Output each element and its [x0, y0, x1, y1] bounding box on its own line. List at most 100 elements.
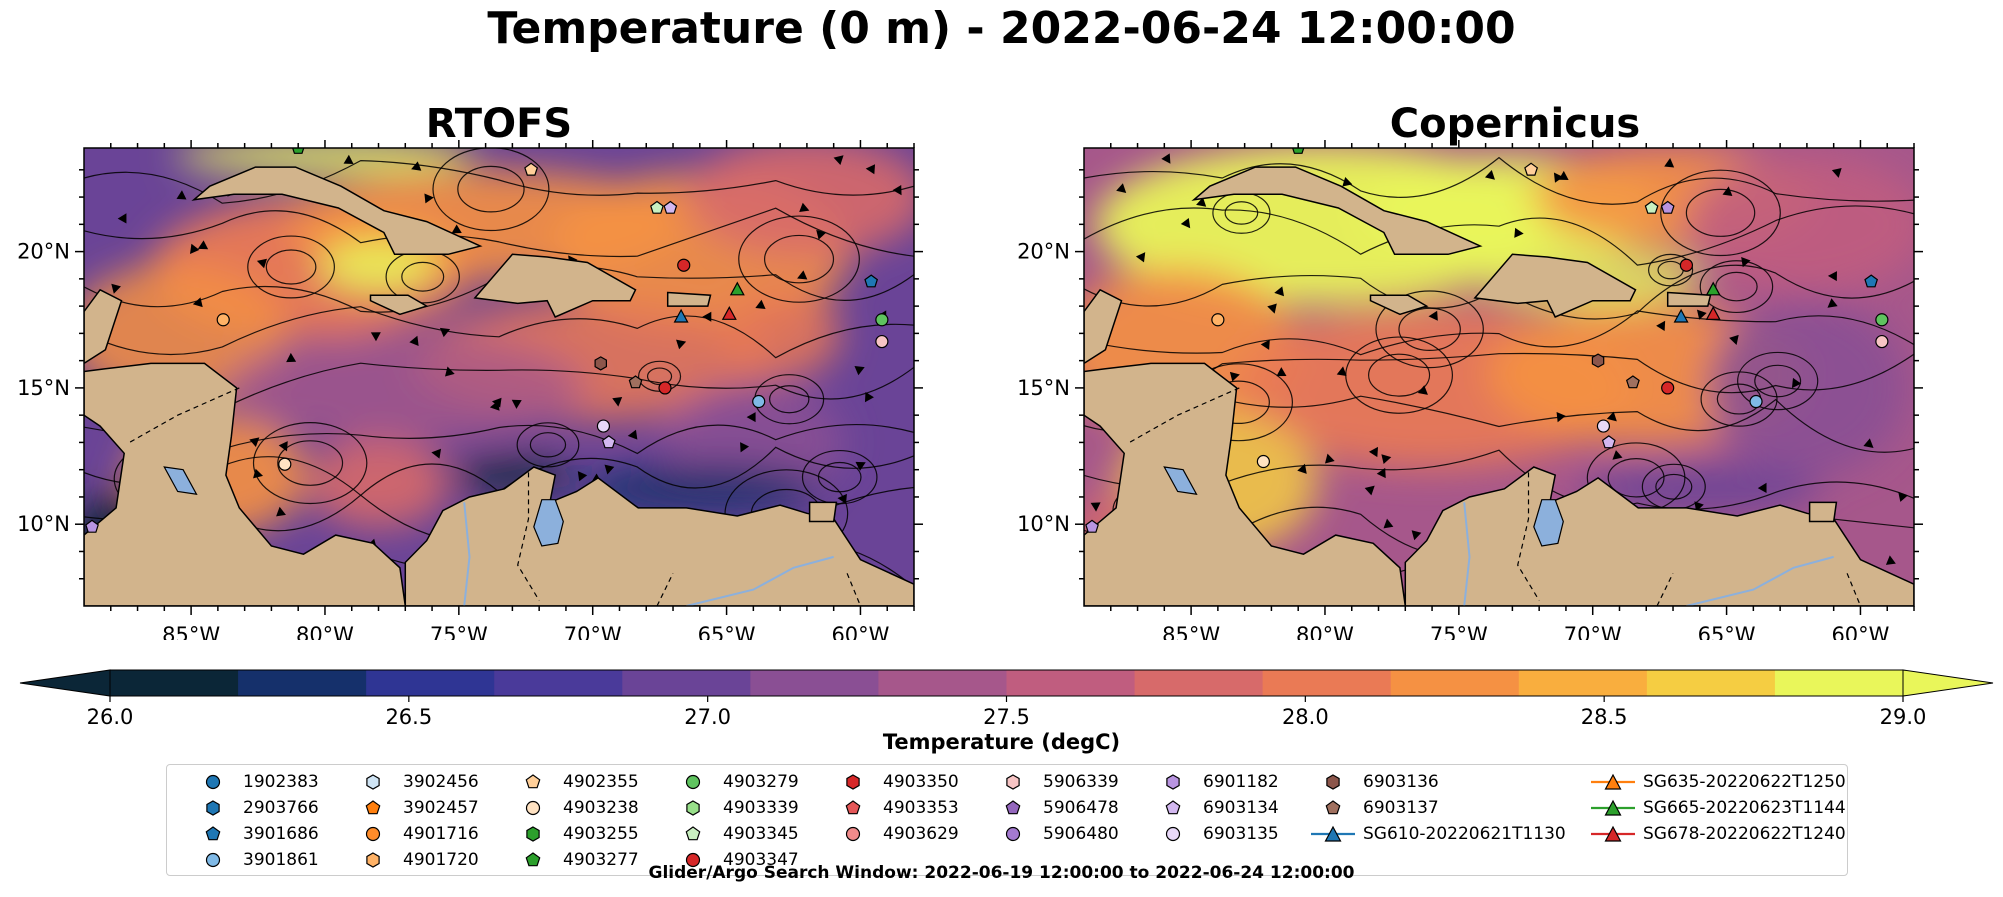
platform-marker [278, 457, 292, 471]
legend-label: 4901716 [403, 824, 479, 844]
legend-label: 3902457 [403, 798, 479, 818]
legend-marker [1166, 774, 1180, 790]
platform-marker [1749, 394, 1763, 409]
lat-tick-label: 10°N [17, 512, 70, 536]
legend-marker [1165, 826, 1181, 842]
land-trinidad [1808, 501, 1838, 523]
legend-marker [686, 800, 700, 816]
legend-label: SG665-20220623T1144 [1643, 798, 1846, 818]
lon-tick-label: 85°W [162, 623, 220, 640]
land-yucatan [84, 288, 123, 365]
figure-title: Temperature (0 m) - 2022-06-24 12:00:00 [487, 3, 1516, 54]
platform-marker [601, 435, 616, 449]
platform-marker [628, 375, 643, 389]
map-copernicus[interactable]: 85°W 80°W 75°W 70°W 65°W 60°W 20°N 15°N 10°N [1000, 140, 2003, 640]
legend-marker [845, 826, 861, 842]
axis-ticks [75, 140, 923, 615]
platform-marker [1625, 375, 1640, 389]
colorbar-segment [1646, 670, 1776, 696]
legend-label: 4903279 [723, 772, 799, 792]
colorbar-extend-low [19, 669, 111, 697]
colorbar-segment [494, 670, 623, 696]
legend-marker [365, 826, 381, 842]
legend-label: 4903238 [563, 798, 639, 818]
colorbar-segment [1774, 670, 1904, 696]
platform-marker [524, 162, 539, 176]
platform-marker [1211, 313, 1225, 327]
legend-label: 4901720 [403, 850, 479, 870]
platform-marker [1673, 308, 1689, 323]
legend-marker [1006, 774, 1020, 790]
colorbar-segment [750, 670, 879, 696]
colorbar-segment [366, 670, 495, 696]
platform-marker [1524, 162, 1539, 176]
land-puertorico [1666, 291, 1712, 307]
legend-label: 6901182 [1203, 772, 1279, 792]
land-trinidad [808, 501, 838, 523]
legend-label: 4903629 [883, 824, 959, 844]
legend-marker [365, 800, 381, 815]
land-cuba [191, 166, 483, 256]
colorbar: 26.0 26.5 27.0 27.5 28.0 28.5 29.0 [19, 669, 1994, 729]
lon-tick-label: 80°W [296, 623, 354, 640]
legend-marker [205, 774, 221, 790]
legend-label: 5906480 [1043, 824, 1119, 844]
legend-label: 6903136 [1363, 772, 1439, 792]
platform-marker [1864, 274, 1879, 288]
legend-label: 4903339 [723, 798, 799, 818]
legend-marker [525, 774, 541, 789]
land-hispaniola [473, 253, 637, 318]
platform-marker [729, 281, 745, 296]
land-jamaica [369, 294, 429, 316]
legend-label: 4902355 [563, 772, 639, 792]
land-jamaica [1369, 294, 1429, 316]
legend-label: 4903255 [563, 824, 639, 844]
platform-marker [721, 306, 737, 320]
legend-label: 6903135 [1203, 824, 1279, 844]
colorbar-segment [1518, 670, 1648, 696]
map-rtofs[interactable]: 85°W 80°W 75°W 70°W 65°W 60°W 20°N 15°N 10°N [0, 140, 1000, 640]
legend-marker [525, 852, 541, 867]
lon-tick-label: 70°W [564, 623, 622, 640]
colorbar-segment [1390, 670, 1520, 696]
platform-marker [663, 200, 678, 214]
legend-marker [205, 852, 221, 868]
land-yucatan [1084, 288, 1123, 365]
rivers [463, 502, 834, 606]
platform-marker [875, 313, 889, 327]
platform-marker [752, 394, 766, 409]
platform-marker [1661, 381, 1675, 395]
legend-label: SG610-20220621T1130 [1363, 824, 1566, 844]
lon-tick-label: 65°W [698, 623, 756, 640]
map-frame [1083, 147, 1915, 607]
legend-label: 4903353 [883, 798, 959, 818]
land-central [1084, 362, 1407, 606]
land-hispaniola [1473, 253, 1637, 318]
legend-marker [845, 800, 861, 815]
platform-marker [292, 148, 305, 154]
legend-marker [1591, 773, 1635, 790]
legend-label: 6903134 [1203, 798, 1279, 818]
colorbar-tick-label: 29.0 [1880, 705, 1927, 729]
legend-marker [1591, 799, 1635, 816]
colorbar-segment [1134, 670, 1264, 696]
colorbar-segment [622, 670, 751, 696]
lake-maracaibo [1533, 499, 1564, 547]
legend-marker [846, 774, 860, 790]
legend: 1902383 2903766 3901686 3901861 3902456 39024… [166, 764, 1848, 876]
platform-marker [673, 308, 689, 323]
colorbar-segment [238, 670, 367, 696]
platform-marker [1660, 200, 1675, 214]
platform-marker [1596, 419, 1611, 433]
platform-marker [1085, 519, 1099, 533]
platform-marker [596, 419, 611, 433]
legend-marker [685, 826, 701, 841]
legend-marker [525, 800, 541, 816]
platform-markers [85, 148, 889, 533]
colorbar-segment [110, 670, 239, 696]
platform-marker [864, 274, 879, 288]
platform-marker [594, 356, 608, 371]
legend-marker [1005, 826, 1021, 842]
legend-marker [1325, 800, 1341, 815]
legend-label: 4903350 [883, 772, 959, 792]
